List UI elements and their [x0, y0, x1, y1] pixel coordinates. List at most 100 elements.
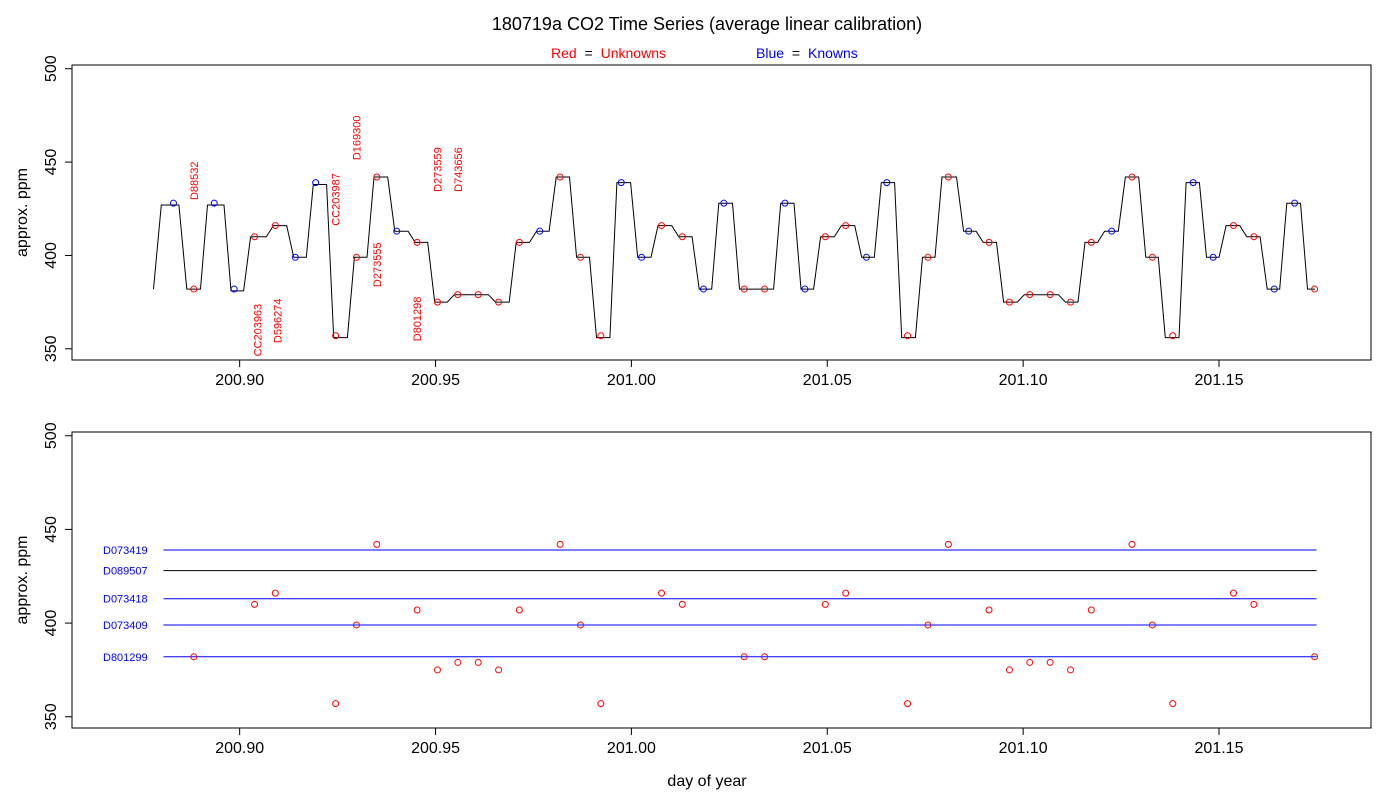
unknown-point	[556, 173, 564, 181]
y-tick-label: 350	[43, 335, 60, 362]
unknown-point	[821, 233, 829, 241]
plot-frame	[71, 431, 1372, 729]
known-point	[169, 199, 177, 207]
y-tick-label: 400	[43, 610, 60, 637]
sample-label: D596274	[273, 298, 285, 343]
x-tick-label: 201.10	[999, 372, 1048, 389]
sample-label: D169300	[351, 115, 363, 160]
unknown-point	[740, 653, 748, 661]
x-tick-label: 200.90	[215, 372, 264, 389]
unknown-point	[1128, 173, 1136, 181]
unknown-point	[904, 332, 912, 340]
unknown-point	[1148, 621, 1156, 629]
y-tick-label: 350	[43, 703, 60, 730]
unknown-point	[1005, 298, 1013, 306]
legend-blue-equals: =	[792, 45, 800, 61]
sample-label: D743656	[453, 147, 465, 192]
known-point	[781, 199, 789, 207]
unknown-point	[271, 589, 279, 597]
unknown-point	[842, 222, 850, 230]
x-tick-label: 201.05	[803, 372, 852, 389]
unknown-point	[576, 621, 584, 629]
reference-line-label: D073409	[103, 620, 148, 632]
y-tick-label: 500	[43, 55, 60, 82]
x-tick-label: 201.10	[999, 740, 1048, 757]
unknown-point	[1169, 332, 1177, 340]
known-point	[638, 253, 646, 261]
known-point	[699, 285, 707, 293]
unknown-point	[373, 173, 381, 181]
unknown-point	[332, 700, 340, 708]
known-point	[210, 199, 218, 207]
unknown-point	[1169, 700, 1177, 708]
x-tick-label: 201.00	[607, 740, 656, 757]
known-point	[862, 253, 870, 261]
y-tick-label: 450	[43, 149, 60, 176]
legend-blue-word: Knowns	[808, 45, 858, 61]
sample-label: D273555	[372, 242, 384, 287]
known-point	[291, 253, 299, 261]
unknown-point	[1230, 222, 1238, 230]
trace-line	[153, 176, 1315, 339]
unknown-point	[271, 222, 279, 230]
unknown-point	[678, 600, 686, 608]
unknown-point	[433, 298, 441, 306]
known-point	[1291, 199, 1299, 207]
x-axis-label: day of year	[667, 773, 747, 790]
unknown-point	[1046, 658, 1054, 666]
known-point	[617, 179, 625, 187]
known-point	[965, 227, 973, 235]
unknown-point	[332, 332, 340, 340]
unknown-point	[190, 285, 198, 293]
unknown-point	[944, 540, 952, 548]
unknown-point	[1148, 253, 1156, 261]
known-point	[312, 179, 320, 187]
unknown-point	[761, 285, 769, 293]
reference-line-label: D089507	[103, 566, 148, 578]
unknown-point	[495, 298, 503, 306]
known-point	[230, 285, 238, 293]
unknown-point	[1026, 291, 1034, 299]
unknown-point	[413, 606, 421, 614]
unknown-point	[454, 658, 462, 666]
unknown-point	[658, 222, 666, 230]
known-point	[1189, 179, 1197, 187]
unknown-point	[413, 238, 421, 246]
unknown-point	[597, 700, 605, 708]
unknown-point	[1230, 589, 1238, 597]
known-point	[720, 199, 728, 207]
legend-red-word: Unknowns	[601, 45, 666, 61]
x-tick-label: 201.00	[607, 372, 656, 389]
unknown-point	[1250, 600, 1258, 608]
reference-line-label: D801299	[103, 652, 148, 664]
unknown-point	[985, 606, 993, 614]
unknown-point	[678, 233, 686, 241]
unknown-point	[924, 253, 932, 261]
reference-line-label: D073418	[103, 594, 148, 606]
y-tick-label: 500	[43, 422, 60, 449]
unknown-point	[190, 653, 198, 661]
y-axis-label: approx. ppm	[14, 536, 31, 625]
known-point	[1270, 285, 1278, 293]
unknown-point	[556, 540, 564, 548]
unknown-point	[904, 700, 912, 708]
x-tick-label: 200.95	[411, 372, 460, 389]
reference-line-label: D073419	[103, 545, 148, 557]
unknown-point	[658, 589, 666, 597]
known-point	[536, 227, 544, 235]
unknown-point	[1026, 658, 1034, 666]
unknown-point	[1087, 606, 1095, 614]
unknown-point	[1087, 238, 1095, 246]
unknown-point	[1128, 540, 1136, 548]
x-tick-label: 201.05	[803, 740, 852, 757]
unknown-point	[576, 253, 584, 261]
unknown-point	[761, 653, 769, 661]
legend-red-prefix: Red	[551, 45, 577, 61]
known-point	[801, 285, 809, 293]
unknown-point	[373, 540, 381, 548]
unknown-point	[1067, 298, 1075, 306]
y-tick-label: 450	[43, 516, 60, 543]
x-tick-label: 200.90	[215, 740, 264, 757]
known-point	[883, 179, 891, 187]
